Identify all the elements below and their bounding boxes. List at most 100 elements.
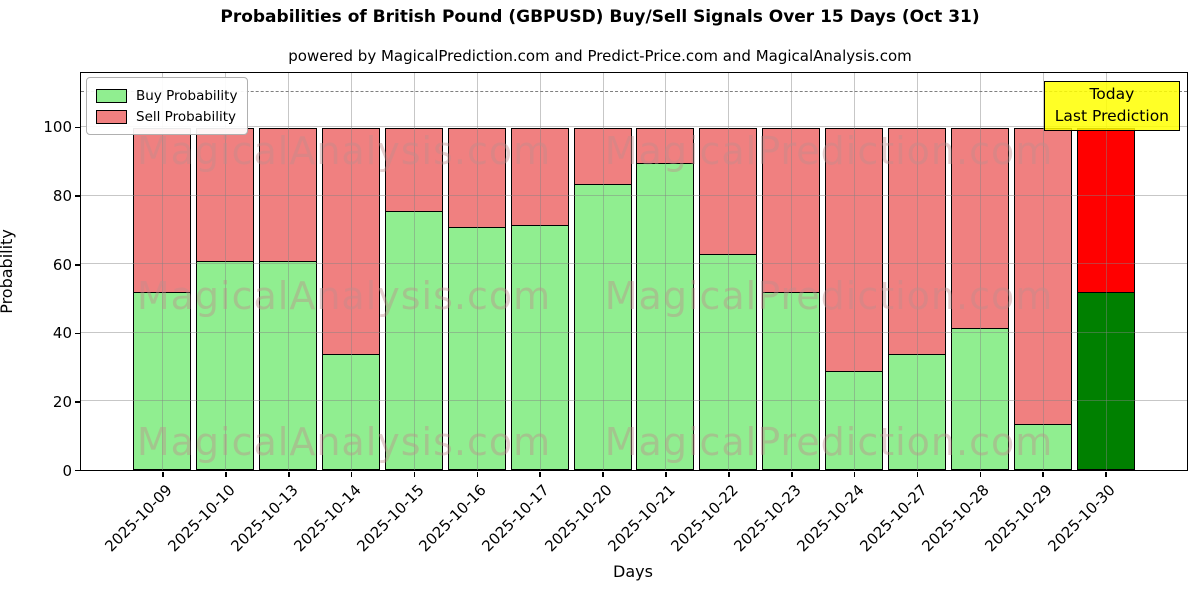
vertical-gridline [225,73,227,470]
plot-area: MagicalAnalysis.com MagicalPrediction.com… [80,72,1188,471]
vertical-gridline [413,73,415,470]
x-tick-mark [287,472,290,478]
x-tick-mark [728,472,730,478]
vertical-gridline [854,73,856,470]
vertical-gridline [916,73,918,470]
today-annotation-line2: Last Prediction [1054,107,1169,125]
legend-label-sell: Sell Probability [136,108,237,125]
legend-swatch-buy [96,88,127,103]
x-tick-mark [539,472,542,478]
bar-buy-segment [573,183,632,470]
bar-buy-segment [447,226,506,470]
bar-sell-segment [887,128,946,355]
horizontal-gridline [81,125,1187,127]
bar-buy-segment [322,353,381,470]
x-tick-mark [1105,472,1107,478]
bar-buy-segment [384,210,443,470]
vertical-gridline [288,73,290,470]
vertical-gridline [539,73,541,470]
bar-sell-segment [950,128,1009,330]
x-tick-mark [413,472,416,478]
legend-swatch-sell [96,109,127,124]
vertical-gridline [665,73,667,470]
x-tick-mark [162,472,164,478]
bar-buy-segment [510,224,569,470]
x-tick-mark [1042,472,1045,478]
watermark-text: MagicalPrediction.com [604,420,1054,464]
bar-sell-segment [699,128,758,256]
y-tick-label: 0 [62,461,72,480]
x-tick-mark [602,472,604,478]
x-axis-label: Days [613,562,653,581]
x-tick-mark [790,472,793,478]
y-tick-mark [75,195,80,197]
x-tick-mark [350,472,353,478]
horizontal-gridline [81,400,1187,402]
bar-sell-segment [447,128,506,228]
x-tick-mark [225,472,227,478]
y-tick-label: 60 [52,255,72,274]
vertical-gridline [728,73,730,470]
bar-sell-segment [384,128,443,213]
vertical-gridline [979,73,981,470]
y-tick-mark [75,126,80,129]
bar-buy-segment [133,291,192,470]
x-tick-mark [916,472,919,478]
vertical-gridline [162,73,164,470]
horizontal-gridline [81,194,1187,196]
watermark-text: MagicalAnalysis.com [136,129,552,173]
bar-sell-segment [762,128,821,294]
bar-buy-segment [196,260,255,470]
watermark-text: MagicalAnalysis.com [136,274,552,318]
bar-sell-segment [133,128,192,294]
bar-buy-segment [825,370,884,470]
watermark-text: MagicalPrediction.com [604,129,1054,173]
bar-buy-segment [259,260,318,470]
vertical-gridline [476,73,478,470]
bar-sell-segment [196,128,255,263]
chart-subtitle: powered by MagicalPrediction.com and Pre… [288,47,912,65]
y-tick-label: 100 [43,118,72,137]
legend-row-sell: Sell Probability [96,106,237,127]
bar-buy-segment [1076,291,1135,470]
bar-sell-segment [510,128,569,227]
legend: Buy Probability Sell Probability [86,77,249,135]
today-annotation-box: Today Last Prediction [1043,81,1180,131]
y-tick-label: 20 [52,392,72,411]
y-tick-mark [75,332,80,335]
x-tick-mark [665,472,667,478]
watermark-text: MagicalAnalysis.com [136,420,552,464]
bar-buy-segment [762,291,821,470]
vertical-gridline [351,73,353,470]
legend-label-buy: Buy Probability [136,87,238,104]
bar-buy-segment [699,253,758,470]
bar-buy-segment [887,353,946,470]
y-tick-mark [75,263,80,266]
y-tick-mark [75,469,80,472]
vertical-gridline [1042,73,1044,470]
vertical-gridline [1105,73,1107,470]
y-tick-label: 40 [52,324,72,343]
y-tick-label: 80 [52,187,72,206]
vertical-gridline [791,73,793,470]
today-annotation-line1: Today [1089,85,1135,103]
y-tick-mark [75,401,80,403]
bar-sell-segment [1013,128,1072,426]
threshold-dashed-line [81,90,1187,92]
legend-row-buy: Buy Probability [96,85,237,106]
bar-sell-segment [322,128,381,355]
bar-sell-segment [825,128,884,372]
horizontal-gridline [81,263,1187,265]
bar-sell-segment [573,128,632,185]
vertical-gridline [602,73,604,470]
horizontal-gridline [81,331,1187,333]
x-tick-mark [476,472,479,478]
bar-sell-segment [259,128,318,263]
x-tick-mark [979,472,982,478]
bar-sell-segment [636,128,695,165]
watermark-text: MagicalPrediction.com [604,274,1054,318]
x-tick-mark [853,472,856,478]
bar-sell-segment [1076,128,1135,294]
bar-buy-segment [636,162,695,470]
